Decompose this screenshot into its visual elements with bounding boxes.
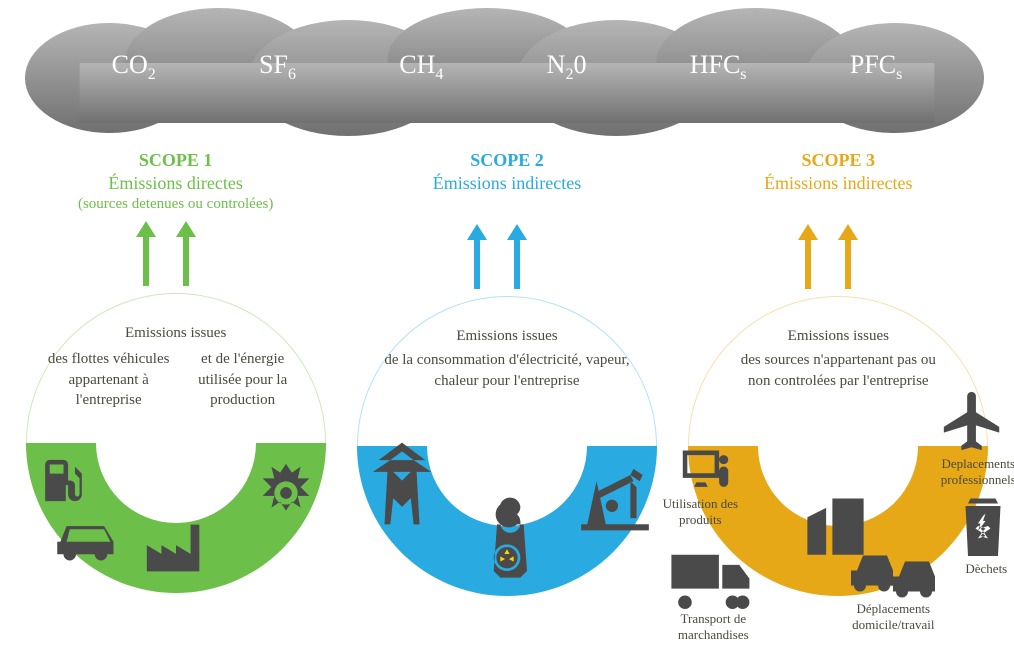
factory-icon: [141, 518, 211, 578]
computer-icon: [678, 446, 733, 496]
label-products: Utilisation des produits: [660, 496, 740, 527]
pylon-icon: [367, 441, 437, 526]
label-commute: Déplacements domicile/travail: [838, 601, 948, 632]
scope2-block: SCOPE 2 Émissions indirectes Emissions i…: [347, 150, 667, 596]
scope1-text: Emissions issues des flottes véhicules a…: [46, 323, 306, 410]
scope1-subtitle: Émissions directes: [16, 173, 336, 194]
fuel-pump-icon: [36, 453, 91, 508]
scope2-title: SCOPE 2: [347, 150, 667, 171]
scopes-row: SCOPE 1 Émissions directes (sources dete…: [0, 150, 1014, 596]
scope1-arrows: [16, 221, 336, 289]
gas-hfcs: HFCs: [690, 50, 747, 84]
car-icon: [51, 508, 126, 563]
scope3-subtitle: Émissions indirectes: [678, 173, 998, 194]
scope1-circle: Emissions issues des flottes véhicules a…: [26, 293, 326, 593]
scope3-arrows: [678, 224, 998, 292]
scope2-note: [347, 196, 667, 216]
gas-n2o: N20: [547, 50, 587, 84]
scope1-title: SCOPE 1: [16, 150, 336, 171]
gas-sf6: SF6: [259, 50, 296, 84]
oil-pump-icon: [575, 456, 655, 531]
airplane-icon: [938, 386, 1008, 456]
scope3-text: Emissions issues des sources n'appartena…: [728, 326, 948, 391]
scope3-title: SCOPE 3: [678, 150, 998, 171]
recycle-bin-icon: [958, 496, 1008, 561]
cars-commute-icon: [848, 546, 938, 601]
scope3-note: [678, 196, 998, 216]
scope3-block: SCOPE 3 Émissions indirectes Emissions i…: [678, 150, 998, 596]
scope2-arrows: [347, 224, 667, 292]
scope2-circle: Emissions issues de la consommation d'él…: [357, 296, 657, 596]
label-waste: Dèchets: [956, 561, 1014, 577]
scope1-block: SCOPE 1 Émissions directes (sources dete…: [16, 150, 336, 596]
gas-pfcs: PFCs: [850, 50, 903, 84]
sawblade-icon: [251, 458, 321, 528]
gas-labels-row: CO2 SF6 CH4 N20 HFCs PFCs: [60, 50, 954, 84]
scope3-circle: Emissions issues des sources n'appartena…: [688, 296, 988, 596]
scope1-note: (sources detenues ou controlées): [16, 196, 336, 213]
scope2-text: Emissions issues de la consommation d'él…: [377, 326, 637, 391]
gas-co2: CO2: [112, 50, 156, 84]
label-freight: Transport de marchandises: [663, 611, 763, 642]
label-travel-pro: Deplacements professionnels: [928, 456, 1014, 487]
gas-ch4: CH4: [399, 50, 443, 84]
nuclear-plant-icon: [467, 496, 547, 586]
scope2-subtitle: Émissions indirectes: [347, 173, 667, 194]
truck-icon: [668, 546, 763, 611]
